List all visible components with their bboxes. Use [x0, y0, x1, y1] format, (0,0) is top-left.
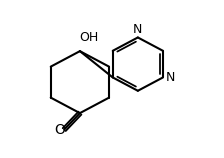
Text: N: N	[133, 23, 142, 36]
Text: OH: OH	[79, 31, 98, 44]
Text: O: O	[54, 123, 65, 137]
Text: N: N	[166, 71, 175, 84]
